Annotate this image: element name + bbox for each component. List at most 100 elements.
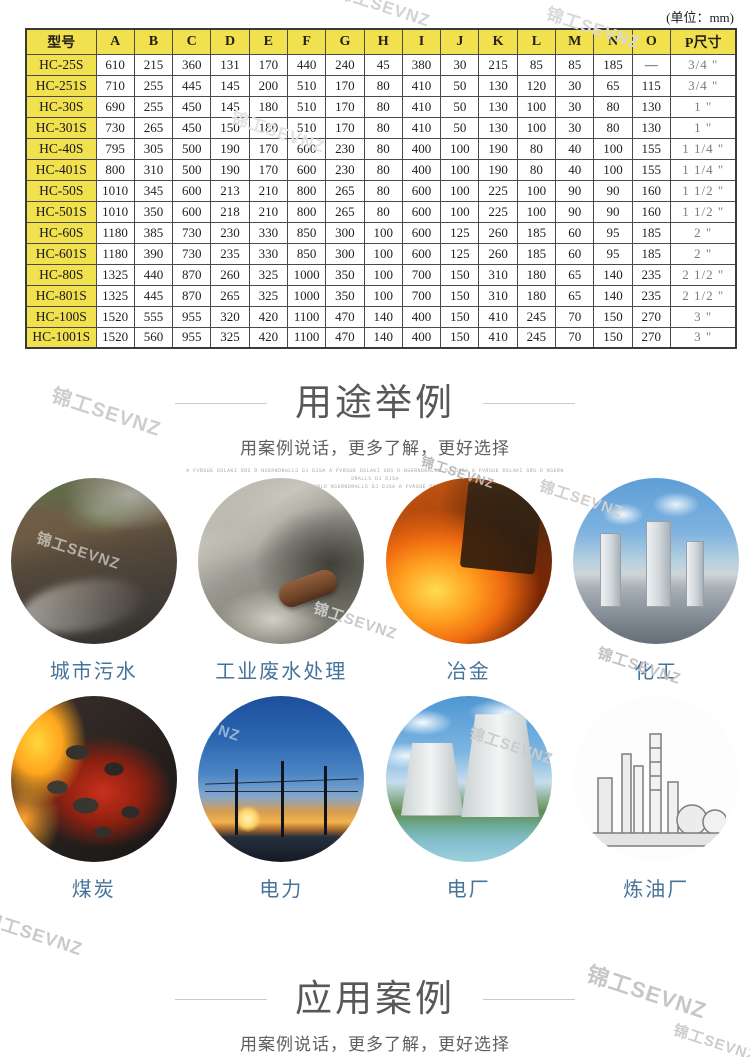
p-size-cell: 2 1/2 " <box>669 284 737 307</box>
pylon-shape <box>281 760 285 838</box>
dimension-cell: 235 <box>631 263 671 286</box>
dimension-cell: 50 <box>440 116 480 139</box>
dimension-cell: 80 <box>593 95 633 118</box>
dimension-cell: 345 <box>133 179 174 202</box>
dimension-cell: 470 <box>325 326 365 349</box>
column-header: O <box>631 28 671 55</box>
usage-photo-grid: 城市污水 工业废水处理 冶金 化工 煤炭 <box>0 478 750 901</box>
dimension-cell: 300 <box>325 221 365 244</box>
usage-fineprint: A FVRSUE DSLAKI SRS D NSERNDRALLS DJ DJS… <box>0 467 750 491</box>
dimension-cell: 100 <box>516 200 557 223</box>
dimension-cell: 100 <box>516 95 557 118</box>
dimension-cell: 40 <box>555 137 595 160</box>
dimension-cell: 230 <box>325 137 365 160</box>
dimension-cell: 225 <box>478 200 518 223</box>
dimension-cell: 185 <box>631 242 671 265</box>
dimension-cell: 560 <box>133 326 174 349</box>
power-line-shape <box>204 791 358 793</box>
dimension-cell: 310 <box>133 158 174 181</box>
dimension-cell: 230 <box>210 221 250 244</box>
fineprint-line-1: A FVRSUE DSLAKI SRS D NSERNDRALLS DJ DJS… <box>186 467 564 474</box>
cases-section-header: 应用案例 <box>0 978 750 1021</box>
chemical-tower-shape <box>646 521 672 608</box>
dimension-cell: 600 <box>401 242 442 265</box>
cases-section-title: 应用案例 <box>295 978 455 1019</box>
dimension-cell: 95 <box>593 242 633 265</box>
usage-item-label: 工业废水处理 <box>215 661 348 683</box>
table-row: HC-401S 800 310 500 190 170 600 230 80 400 100 190 8… <box>25 158 737 181</box>
dimension-cell: 1180 <box>95 242 135 265</box>
dimension-cell: 180 <box>516 263 557 286</box>
column-header: A <box>95 28 135 55</box>
dimension-cell: 330 <box>248 221 288 244</box>
dimension-cell: 600 <box>401 179 442 202</box>
dimension-cell: 218 <box>210 200 250 223</box>
dimension-cell: 350 <box>325 263 365 286</box>
table-row: HC-60S 1180 385 730 230 330 850 300 100 600 125 260… <box>25 221 737 244</box>
dimension-cell: 150 <box>440 326 480 349</box>
dimension-cell: 255 <box>133 95 174 118</box>
dimension-cell: 215 <box>133 53 174 76</box>
dimension-cell: 30 <box>555 116 595 139</box>
fineprint-line-3: A FVRSUE DSLAKI SRLD NSERNDRALLS DJ DJSA… <box>259 483 491 490</box>
cooling-tower-shape <box>401 742 464 816</box>
dimension-cell: 600 <box>401 221 442 244</box>
dimension-cell: 850 <box>286 242 327 265</box>
dimension-cell: 410 <box>401 74 442 97</box>
dimension-cell: 600 <box>401 200 442 223</box>
dimension-cell: — <box>631 53 671 76</box>
pylon-shape <box>324 765 328 836</box>
model-cell: HC-60S <box>25 221 97 244</box>
dimension-cell: 80 <box>516 158 557 181</box>
dimension-cell: 115 <box>631 74 671 97</box>
dimension-cell: 30 <box>440 53 480 76</box>
unit-label: (单位：mm) <box>666 10 734 25</box>
dimension-cell: 140 <box>593 263 633 286</box>
dimension-cell: 360 <box>172 53 212 76</box>
dimension-cell: 245 <box>516 305 557 328</box>
model-cell: HC-1001S <box>25 326 97 349</box>
spec-table-body: 型号 A B C D E F G H I J K L M N O P尺寸 HC-25S 610 215 360 131 17… <box>25 28 737 349</box>
dimension-cell: 40 <box>555 158 595 181</box>
dimension-cell: 800 <box>95 158 135 181</box>
dimension-cell: 170 <box>325 74 365 97</box>
dimension-cell: 65 <box>555 284 595 307</box>
column-header: H <box>363 28 403 55</box>
dimension-cell: 300 <box>325 242 365 265</box>
dimension-cell: 131 <box>210 53 250 76</box>
brand-watermark: 锦工SEVNZ <box>333 0 433 31</box>
dimension-cell: 610 <box>95 53 135 76</box>
dimension-cell: 440 <box>286 53 327 76</box>
dimension-cell: 1100 <box>286 305 327 328</box>
dimension-cell: 420 <box>248 305 288 328</box>
column-header: F <box>286 28 327 55</box>
column-header: I <box>401 28 442 55</box>
model-cell: HC-80S <box>25 263 97 286</box>
column-header: M <box>555 28 595 55</box>
dimension-cell: 730 <box>95 116 135 139</box>
p-size-cell: 2 " <box>669 221 737 244</box>
column-header: 型号 <box>25 28 97 55</box>
dimension-cell: 410 <box>478 305 518 328</box>
usage-item-label: 化工 <box>634 661 679 683</box>
dimension-cell: 185 <box>516 221 557 244</box>
dimension-cell: 145 <box>210 95 250 118</box>
divider-line-left <box>175 998 267 1000</box>
column-header: B <box>133 28 174 55</box>
spec-table: 型号 A B C D E F G H I J K L M N O P尺寸 HC-25S 610 215 360 131 17… <box>25 28 738 349</box>
table-row: HC-1001S 1520 560 955 325 420 1100 470 140 400 150… <box>25 326 737 349</box>
dimension-cell: 120 <box>516 74 557 97</box>
dimension-cell: 100 <box>440 179 480 202</box>
dimension-cell: 160 <box>631 200 671 223</box>
dimension-cell: 190 <box>210 137 250 160</box>
dimension-cell: 1520 <box>95 305 135 328</box>
dimension-cell: 730 <box>172 242 212 265</box>
dimension-cell: 600 <box>286 158 327 181</box>
table-row: HC-50S 1010 345 600 213 210 800 265 80 600 100 225 1… <box>25 179 737 202</box>
city-sewage-photo <box>10 478 177 644</box>
dimension-cell: 225 <box>478 179 518 202</box>
usage-item-power: 电力 <box>198 696 365 901</box>
dimension-cell: 80 <box>363 158 403 181</box>
chemical-plant-photo <box>573 478 740 644</box>
dimension-cell: 410 <box>401 95 442 118</box>
